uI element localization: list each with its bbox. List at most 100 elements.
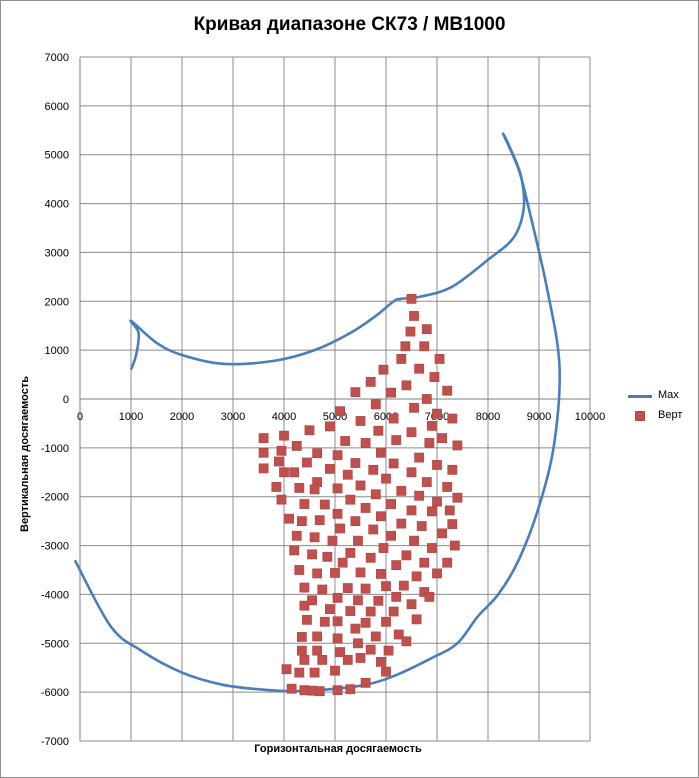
data-point — [307, 595, 317, 606]
data-point — [324, 421, 335, 432]
data-point — [391, 435, 402, 445]
data-point — [258, 447, 269, 458]
data-point — [391, 591, 402, 602]
data-point — [286, 683, 297, 694]
data-point — [317, 654, 328, 665]
data-point — [360, 617, 371, 628]
data-point — [284, 513, 295, 524]
axes — [79, 57, 590, 741]
data-point — [434, 354, 445, 364]
data-point — [332, 685, 343, 696]
legend-label: Max — [658, 389, 679, 401]
data-point — [452, 492, 463, 503]
y-tick-label: -7000 — [41, 736, 69, 748]
data-point — [386, 499, 397, 509]
data-point — [355, 567, 366, 578]
data-point — [355, 480, 366, 491]
x-axis-label: Горизонтальная досягаемость — [254, 743, 422, 755]
data-point — [299, 582, 310, 593]
data-point — [332, 450, 343, 461]
data-point — [414, 490, 425, 501]
data-point — [449, 540, 460, 551]
y-tick-label: 2000 — [45, 296, 69, 308]
data-point — [309, 484, 320, 495]
x-tick-label: 4000 — [272, 411, 296, 423]
data-point — [312, 631, 323, 642]
data-point — [405, 326, 416, 337]
y-tick-label: 6000 — [45, 101, 69, 113]
y-tick-label: -5000 — [41, 638, 69, 650]
data-point — [322, 551, 333, 562]
data-point — [350, 516, 361, 527]
data-point — [398, 580, 409, 591]
data-point — [332, 616, 343, 627]
data-point — [401, 550, 412, 561]
data-point — [401, 636, 412, 647]
data-point — [299, 600, 310, 611]
y-tick-label: 7000 — [45, 52, 69, 64]
data-point — [447, 519, 458, 529]
data-point — [442, 385, 453, 396]
data-point — [299, 499, 310, 509]
data-point — [373, 595, 384, 606]
data-point — [432, 460, 442, 470]
data-point — [381, 581, 391, 592]
data-point — [309, 667, 320, 678]
data-point — [442, 557, 453, 568]
data-point — [279, 430, 289, 441]
x-tick-label: 0 — [77, 411, 83, 423]
legend: Max Верт — [628, 386, 698, 426]
data-point — [317, 584, 328, 595]
data-point — [332, 483, 343, 494]
data-point — [289, 545, 300, 556]
scatter-series — [258, 293, 463, 697]
data-point — [353, 595, 363, 606]
data-point — [426, 543, 437, 553]
data-point — [291, 441, 302, 451]
data-point — [312, 448, 323, 459]
data-point — [452, 440, 463, 451]
data-point — [406, 427, 417, 438]
data-point — [368, 464, 379, 475]
data-point — [419, 557, 430, 568]
data-point — [304, 425, 315, 436]
data-point — [426, 506, 437, 517]
y-tick-label: -1000 — [41, 443, 69, 455]
data-point — [332, 592, 343, 603]
data-point — [409, 311, 419, 321]
data-point — [375, 656, 386, 667]
data-point — [302, 457, 312, 468]
data-point — [414, 452, 425, 463]
y-tick-label: -6000 — [41, 687, 69, 699]
data-point — [330, 568, 340, 578]
data-point — [273, 456, 284, 467]
data-point — [400, 341, 411, 352]
data-point — [258, 463, 269, 474]
y-tick-label: 5000 — [45, 150, 69, 162]
y-tick-label: -2000 — [41, 492, 69, 504]
data-point — [437, 528, 448, 539]
data-point — [319, 499, 330, 510]
data-point — [291, 530, 302, 541]
data-point — [294, 667, 305, 678]
data-point — [360, 677, 371, 688]
data-point — [353, 638, 363, 649]
data-point — [281, 664, 292, 675]
y-tick-label: 1000 — [45, 345, 69, 357]
data-point — [360, 438, 371, 448]
data-point — [381, 616, 391, 627]
legend-label: Верт — [658, 409, 683, 421]
data-point — [296, 645, 307, 656]
data-point — [370, 399, 381, 410]
data-point — [396, 354, 407, 364]
data-point — [345, 606, 356, 616]
data-point — [345, 684, 356, 695]
data-point — [447, 413, 458, 424]
data-point — [388, 606, 399, 617]
data-point — [406, 467, 417, 478]
data-point — [437, 433, 448, 443]
data-point — [416, 521, 427, 531]
y-tick-label: 3000 — [45, 247, 69, 259]
data-point — [419, 341, 430, 352]
